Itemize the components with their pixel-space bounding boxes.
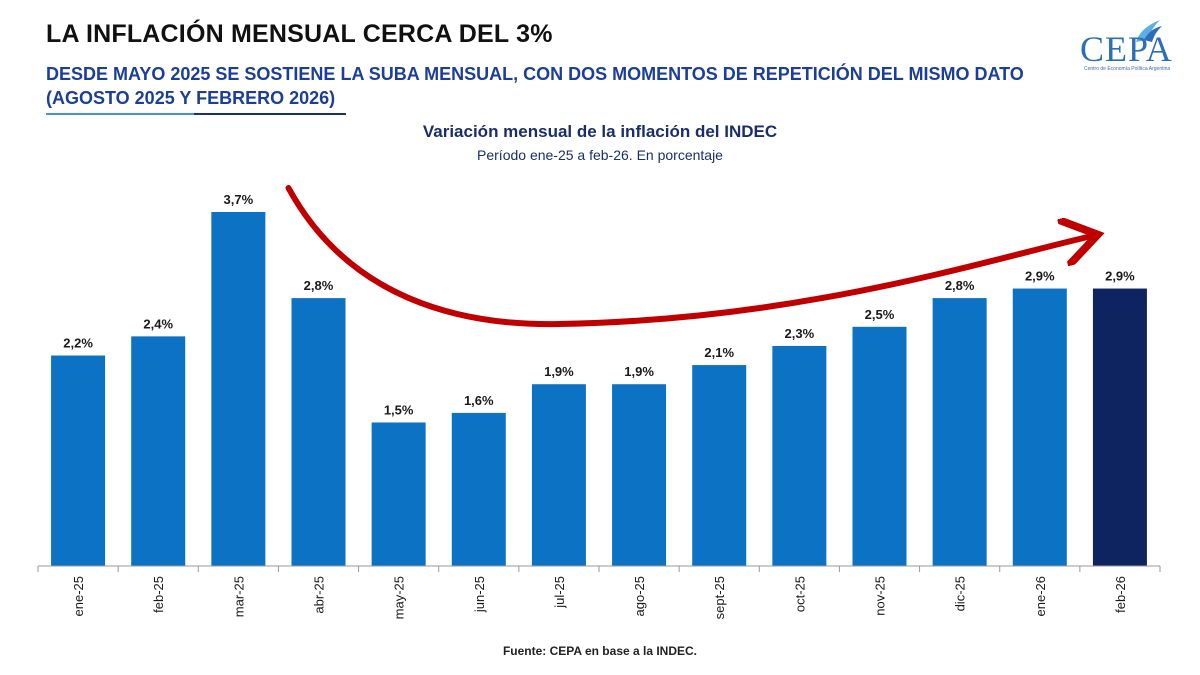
data-label-jul-25: 1,9% [544, 364, 574, 379]
data-label-ago-25: 1,9% [624, 364, 654, 379]
bar-feb-25 [131, 336, 186, 566]
x-tick-label-oct-25: oct-25 [792, 576, 807, 612]
logo-tagline: Centro de Economía Política Argentina [1084, 66, 1171, 72]
x-tick-label-sept-25: sept-25 [712, 576, 727, 619]
title-underline-dark [194, 113, 346, 115]
bar-ago-25 [612, 384, 667, 566]
x-axis-tick-group [37, 566, 1161, 572]
source-note: Fuente: CEPA en base a la INDEC. [502, 644, 698, 658]
bar-abr-25 [291, 298, 346, 566]
x-tick-label-may-25: may-25 [392, 576, 407, 619]
bar-jun-25 [451, 412, 506, 566]
data-label-may-25: 1,5% [384, 402, 414, 417]
data-label-jun-25: 1,6% [464, 393, 494, 408]
x-tick-label-mar-25: mar-25 [231, 576, 246, 617]
trend-arrow [285, 185, 1092, 328]
data-label-oct-25: 2,3% [785, 326, 815, 341]
x-tick-label-feb-25: feb-25 [151, 576, 166, 613]
data-label-group: 2,2% 2,4% 3,7% 2,8% 1,5% 1,6% 1,9% 1,9% 2,1% 2,3%… [63, 192, 1135, 417]
bar-feb-26 [1092, 288, 1147, 566]
data-label-sept-25: 2,1% [704, 345, 734, 360]
chart-subtitle: Período ene-25 a feb-26. En porcentaje [477, 147, 723, 163]
x-tick-label-ago-25: ago-25 [632, 576, 647, 616]
x-tick-label-ene-26: ene-26 [1033, 576, 1048, 616]
bar-may-25 [371, 422, 426, 566]
data-label-dic-25: 2,8% [945, 278, 975, 293]
bar-ene-25 [51, 355, 106, 566]
bar-mar-25 [211, 212, 266, 566]
title-underline-light [46, 113, 194, 115]
cepa-logo: CEPA Centro de Economía Política Argenti… [1070, 14, 1180, 74]
bar-jul-25 [531, 384, 586, 566]
data-label-abr-25: 2,8% [304, 278, 334, 293]
data-label-feb-26: 2,9% [1105, 269, 1135, 284]
x-axis-label-group: ene-25 feb-25 mar-25 abr-25 may-25 jun-25 jul-… [71, 576, 1128, 619]
x-tick-label-feb-26: feb-26 [1113, 576, 1128, 613]
data-label-mar-25: 3,7% [224, 192, 254, 207]
bar-group [51, 212, 1147, 566]
bar-oct-25 [772, 345, 827, 566]
bar-ene-26 [1012, 288, 1067, 566]
x-tick-label-jul-25: jul-25 [552, 576, 567, 609]
x-tick-label-abr-25: abr-25 [312, 576, 327, 614]
data-label-ene-25: 2,2% [63, 336, 93, 351]
bird-icon [1136, 20, 1162, 42]
bar-sept-25 [692, 365, 747, 566]
data-label-nov-25: 2,5% [865, 307, 895, 322]
chart-title: Variación mensual de la inflación del IN… [422, 122, 778, 141]
logo-text: CEPA [1080, 29, 1173, 69]
x-tick-label-nov-25: nov-25 [873, 576, 888, 616]
page-title: LA INFLACIÓN MENSUAL CERCA DEL 3% [46, 20, 553, 48]
bar-nov-25 [852, 326, 907, 566]
data-label-ene-26: 2,9% [1025, 269, 1055, 284]
x-tick-label-ene-25: ene-25 [71, 576, 86, 616]
bar-dic-25 [932, 298, 987, 566]
x-tick-label-jun-25: jun-25 [472, 576, 487, 613]
page-subtitle: DESDE MAYO 2025 SE SOSTIENE LA SUBA MENS… [46, 64, 1024, 108]
x-tick-label-dic-25: dic-25 [953, 576, 968, 611]
data-label-feb-25: 2,4% [143, 316, 173, 331]
